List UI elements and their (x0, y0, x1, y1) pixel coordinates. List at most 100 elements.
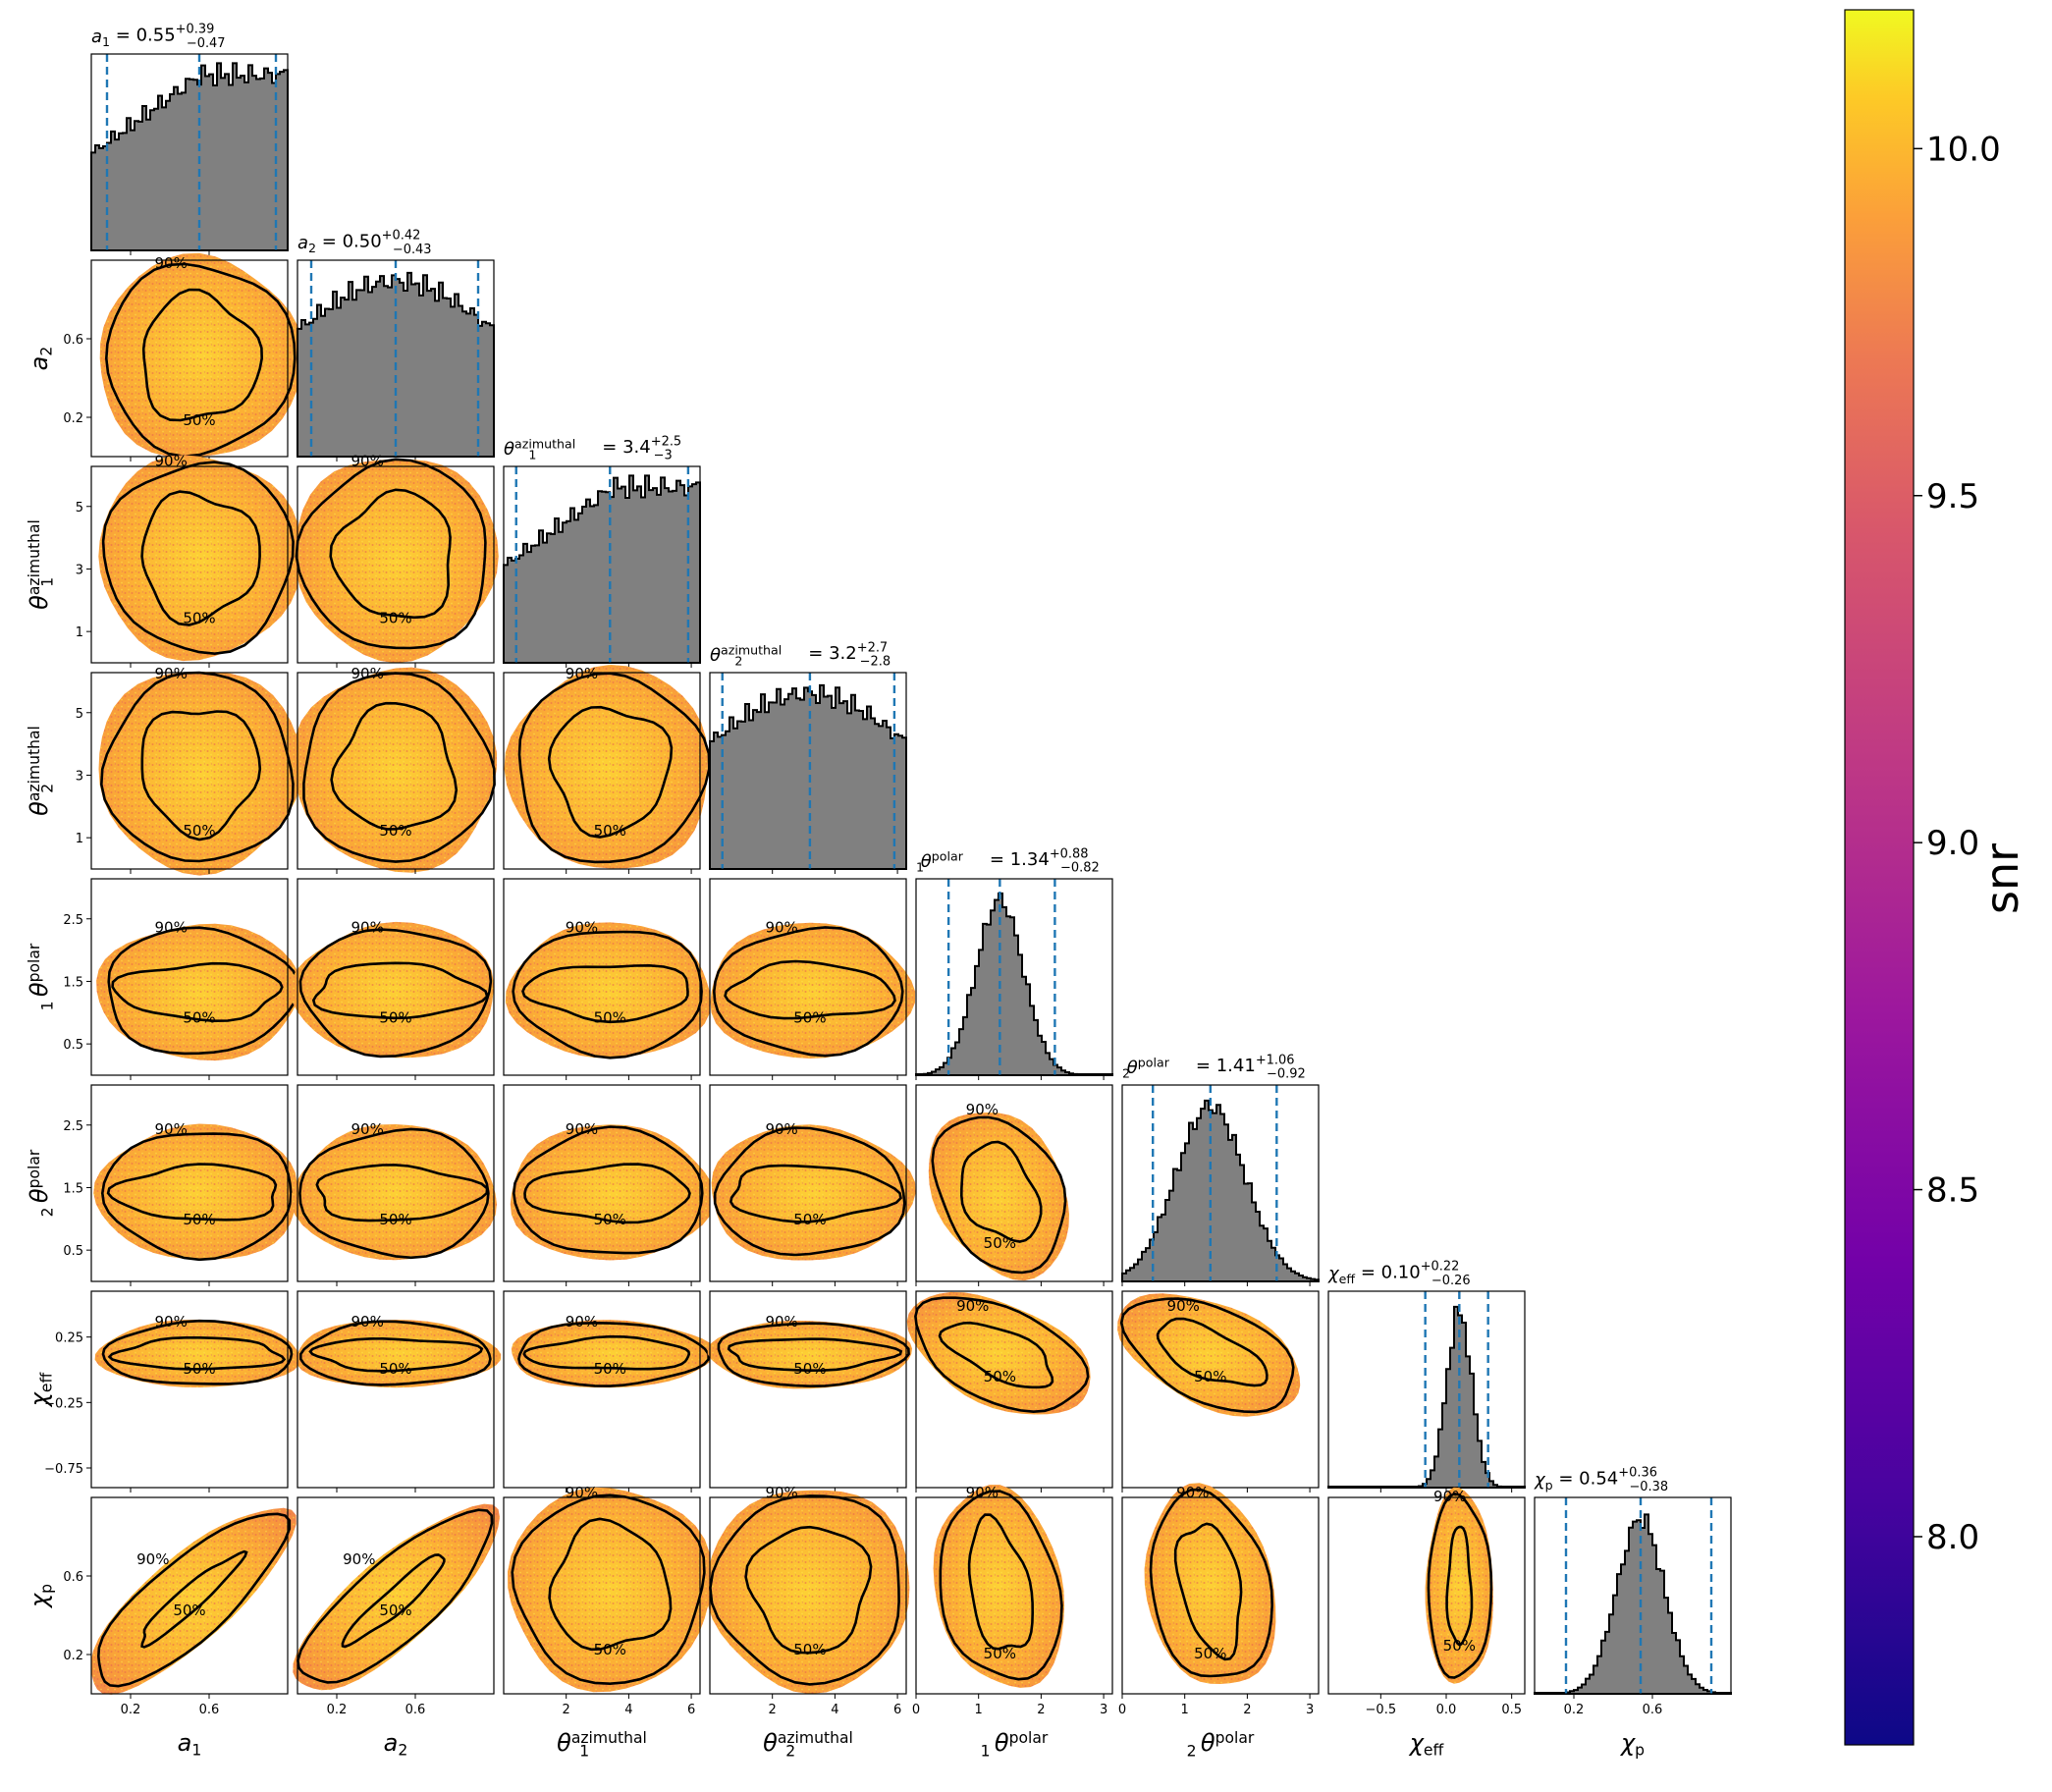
contour-50 (548, 1517, 673, 1652)
panel-a2-th1p: 50% 90% (290, 878, 495, 1080)
contour-label-90: 90% (351, 919, 384, 937)
panel-frame (709, 1290, 907, 1489)
colorbar-tick-label: 8.0 (1926, 1518, 1979, 1557)
panel-frame (1327, 1290, 1526, 1489)
contour-label-50: 50% (594, 1211, 626, 1228)
panel-a2-th1az: 50% 90% (295, 453, 499, 668)
histogram-th2az (709, 683, 907, 870)
title-chieff: χeff = 0.10+0.22 −0.26 (1327, 1260, 1471, 1288)
title-th2p: θpolar 2 = 1.41+1.06 −0.92 (1122, 1053, 1306, 1081)
x-axis-label-th1az: θazimuthal 1 (557, 1729, 647, 1760)
contour-label-50: 50% (984, 1234, 1016, 1252)
contour-label-90: 90% (351, 665, 384, 682)
contour-50 (727, 1337, 903, 1373)
panel-th1p-chip: 50% 90% 0 1 2 3 (912, 1484, 1113, 1717)
contour-label-50: 50% (1443, 1637, 1476, 1655)
title-th1az: θazimuthal 1 = 3.4+2.5 −3 (504, 434, 681, 462)
contour-50 (140, 490, 261, 626)
contour-90 (1119, 1297, 1295, 1414)
contour-50 (330, 701, 459, 831)
contour-label-90: 90% (566, 919, 598, 937)
x-tick-label: 6 (893, 1703, 901, 1717)
x-tick-label: 0 (1118, 1703, 1126, 1717)
contour-label-50: 50% (1194, 1368, 1226, 1385)
panel-chieff-chieff: χeff = 0.10+0.22 −0.26 (1327, 1260, 1526, 1493)
panel-a1-th2az: 50% 90% 1 3 5 (76, 665, 302, 876)
contour-label-50: 50% (594, 1641, 626, 1658)
panel-frame (297, 1084, 495, 1282)
panel-th1p-th2p: 50% 90% (915, 1084, 1113, 1286)
panel-grid: a1 = 0.55+0.39 −0.47 50% 90% 0.2 0.6 a2 = 0.50… (26, 23, 1732, 1760)
contour-90 (295, 458, 487, 650)
contour-label-90: 90% (566, 1120, 598, 1138)
x-tick-label: 2 (563, 1703, 570, 1717)
contour-label-90: 90% (155, 1313, 188, 1330)
contour-label-90: 90% (351, 1313, 384, 1330)
panel-a2-chip: 50% 90% 0.2 0.6 (293, 1496, 500, 1717)
contour-label-90: 90% (566, 1484, 598, 1501)
contour-label-90: 90% (155, 665, 188, 682)
contour-90 (512, 930, 703, 1059)
panel-a1-chip: 50% 90% 0.2 0.6 0.2 0.6 (63, 1496, 297, 1717)
y-axis-label-a2: a2 (26, 347, 56, 371)
contour-label-90: 90% (966, 1101, 999, 1118)
contour-50 (1445, 1525, 1474, 1647)
y-tick-label: 5 (76, 501, 83, 516)
colorbar: 8.0 8.5 9.0 9.5 10.0 snr (1844, 9, 2028, 1746)
contour-90 (100, 1132, 293, 1262)
contour-50 (523, 1163, 691, 1224)
title-th2az: θazimuthal 2 = 3.2+2.7 −2.8 (710, 640, 891, 669)
panel-a2-chieff: 50% 90% (296, 1290, 502, 1493)
contour-90 (517, 1321, 710, 1387)
y-tick-label: 2.5 (63, 913, 83, 928)
colorbar-tick-label: 9.5 (1926, 477, 1979, 516)
panel-th2az-th2p: 50% 90% (709, 1084, 916, 1286)
panel-th2az-th2az: θazimuthal 2 = 3.2+2.7 −2.8 (709, 640, 907, 874)
panel-frame (90, 53, 289, 251)
contour-90 (99, 671, 295, 863)
contour-90 (297, 1508, 494, 1684)
panel-a2-th2p: 50% 90% (291, 1084, 497, 1286)
x-axis-label-a1: a1 (178, 1729, 202, 1760)
contour-50 (141, 288, 264, 422)
contour-90 (512, 1125, 704, 1255)
panel-frame (297, 878, 495, 1076)
contour-label-90: 90% (136, 1550, 169, 1568)
contour-90 (101, 461, 295, 656)
panel-frame (90, 878, 289, 1076)
contour-50 (729, 1164, 902, 1223)
contour-label-50: 50% (379, 610, 411, 627)
panel-frame (1327, 1496, 1526, 1695)
title-a2: a2 = 0.50+0.42 −0.43 (297, 229, 432, 257)
contour-label-90: 90% (765, 1484, 797, 1501)
panel-a1-a1: a1 = 0.55+0.39 −0.47 (90, 23, 289, 255)
panel-frame (709, 1084, 907, 1282)
contour-50 (1173, 1522, 1243, 1661)
panel-chip-chip: χp = 0.54+0.36 −0.38 0.2 0.6 (1534, 1466, 1732, 1717)
y-axis-label-th1az: θazimuthal1 (26, 519, 56, 610)
panel-a1-chieff: 50% 90% 0.25 −0.25 −0.75 (44, 1290, 300, 1493)
panel-frame (297, 465, 495, 664)
colorbar-tick-label: 8.5 (1926, 1171, 1979, 1211)
panel-frame (90, 1084, 289, 1282)
x-axis-label-th2p: θpolar 2 (1187, 1729, 1255, 1760)
contour-label-50: 50% (183, 1360, 215, 1378)
x-tick-label: 1 (975, 1703, 983, 1717)
x-axis-label-a2: a2 (384, 1729, 408, 1760)
panel-th1az-th1p: 50% 90% (503, 878, 712, 1080)
contour-label-50: 50% (379, 1211, 411, 1228)
panel-a2-th2az: 50% 90% (293, 665, 497, 874)
contour-label-90: 90% (966, 1484, 999, 1501)
contour-label-90: 90% (765, 1120, 797, 1138)
y-tick-label: 0.25 (55, 1331, 83, 1346)
title-a1: a1 = 0.55+0.39 −0.47 (91, 23, 226, 51)
panel-frame (503, 878, 701, 1076)
contour-label-50: 50% (173, 1602, 205, 1619)
contour-50 (140, 1549, 248, 1649)
panel-chieff-chip: 50% 90% −0.5 0.0 0.5 (1327, 1487, 1526, 1717)
panel-frame (90, 465, 289, 664)
histogram-th1az (503, 474, 701, 664)
x-tick-label: 6 (687, 1703, 695, 1717)
contour-50 (140, 710, 262, 842)
panel-frame (915, 1290, 1113, 1489)
